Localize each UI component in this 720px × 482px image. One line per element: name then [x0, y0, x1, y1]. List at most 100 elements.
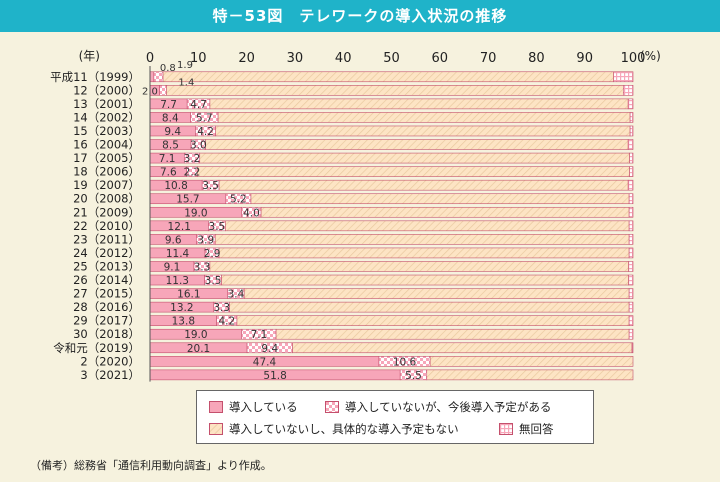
bar-segment-no-answer [629, 125, 634, 137]
x-tick-label: 60 [432, 51, 449, 66]
x-tick-label: 100 [621, 51, 646, 66]
legend-item-no-answer: 無回答 [499, 421, 554, 437]
legend-swatch-introduced [209, 401, 223, 413]
bar-segment-not-planned [260, 206, 630, 218]
data-label-introduced: 7.7 [160, 99, 177, 111]
y-category-label: 3（2021） [80, 368, 140, 382]
bar-segment-no-answer [628, 206, 634, 218]
data-label-planned: 2.2 [184, 167, 201, 179]
x-tick-label: 80 [528, 51, 545, 66]
bar-segment-not-planned [209, 98, 629, 110]
data-label-introduced: 9.6 [165, 234, 182, 246]
bar-segment-not-planned [199, 152, 630, 164]
x-tick-label: 10 [190, 51, 207, 66]
data-label-introduced: 8.5 [162, 140, 179, 152]
legend-label-not-planned: 導入していないし、具体的な導入予定もない [229, 422, 459, 436]
data-label-planned: 3.0 [190, 140, 207, 152]
chart-legend: 導入している 導入していないが、今後導入予定がある 導入していないし、具体的な導… [196, 390, 594, 444]
data-label-planned: 3.5 [202, 180, 219, 192]
y-category-label: 令和元（2019） [53, 341, 140, 355]
data-label-planned: 5.2 [230, 194, 247, 206]
data-label-planned: 3.9 [197, 234, 214, 246]
bar-segment-not-planned [429, 356, 634, 367]
data-label-planned: 3.2 [184, 153, 201, 165]
bar-segment-no-answer [628, 234, 634, 245]
y-category-label: 27（2015） [73, 287, 140, 301]
data-label-introduced: 20.1 [187, 343, 210, 355]
bar-segment-not-planned [215, 125, 631, 137]
data-label-introduced: 7.6 [160, 167, 177, 179]
data-label-introduced: 19.0 [184, 207, 207, 219]
data-label-introduced: 9.4 [164, 126, 181, 138]
legend-label-no-answer: 無回答 [519, 422, 554, 436]
bar-segment-not-planned [225, 220, 630, 232]
bar-segment-not-planned [275, 328, 630, 340]
y-category-label: 28（2016） [73, 300, 140, 314]
data-label-introduced: 11.4 [166, 248, 190, 260]
bar-segment-no-answer [629, 166, 634, 177]
bar-segment-no-answer [628, 288, 634, 299]
legend-swatch-not-planned [209, 423, 223, 435]
y-category-label: 13（2001） [73, 97, 140, 111]
bar-segment-not-planned [243, 288, 630, 299]
data-label-planned: 4.2 [218, 316, 235, 328]
bar-segment-introduced [149, 71, 155, 83]
legend-swatch-planned [325, 401, 339, 413]
bar-segment-not-planned [236, 315, 630, 326]
legend-item-planned: 導入していないが、今後導入予定がある [325, 399, 551, 415]
data-label-introduced: 16.1 [177, 289, 200, 301]
bar-segment-no-answer [629, 112, 634, 123]
data-label-planned: 3.3 [213, 302, 230, 314]
bar-segment-no-answer [628, 274, 634, 286]
bar-segment-no-answer [627, 98, 634, 110]
x-unit-label: (%) [640, 49, 661, 63]
data-label-planned: 5.5 [405, 370, 422, 382]
data-label-planned: 1.4 [178, 77, 194, 88]
data-label-introduced: 0.8 [160, 63, 176, 74]
y-category-label: 平成11（1999） [50, 70, 140, 84]
chart-title: 特－53図 テレワークの導入状況の推移 [0, 0, 720, 32]
y-category-label: 25（2013） [73, 259, 140, 273]
bar-segment-no-answer [629, 152, 634, 164]
data-label-planned: 3.5 [205, 275, 222, 287]
bar-segment-no-answer [613, 71, 634, 83]
legend-label-planned: 導入していないが、今後導入予定がある [345, 400, 552, 414]
bar-segment-no-answer [628, 301, 634, 313]
bar-segment-not-planned [214, 234, 630, 245]
y-category-label: 23（2011） [73, 232, 140, 246]
data-label-introduced: 10.8 [164, 180, 187, 192]
y-category-label: 15（2003） [73, 124, 140, 138]
y-category-label: 12（2000） [73, 83, 140, 97]
bar-segment-not-planned [209, 261, 629, 272]
data-label-planned: 4.2 [197, 126, 214, 138]
data-label-planned: 9.4 [261, 343, 278, 355]
data-label-planned: 1.9 [177, 60, 193, 71]
bar-segment-not-planned [250, 193, 630, 205]
source-note: （備考）総務省「通信利用動向調査」より作成。 [30, 459, 272, 472]
data-label-introduced: 15.7 [176, 194, 199, 206]
data-label-introduced: 19.0 [184, 329, 207, 341]
y-category-label: 24（2012） [73, 246, 140, 260]
stacked-bar-chart: 0.8 1.92.01.47.7 4.78.4 5.79.4 4.28.5 3.07.1 3… [50, 49, 661, 382]
data-label-planned: 3.3 [194, 261, 211, 273]
y-category-label: 26（2014） [73, 273, 140, 287]
data-label-planned: 7.1 [251, 329, 268, 341]
y-category-label: 17（2005） [73, 151, 140, 165]
y-category-label: 30（2018） [73, 327, 140, 341]
bar-segment-not-planned [217, 112, 631, 123]
bar-segment-no-answer [628, 247, 634, 259]
bar-segment-not-planned [218, 247, 630, 259]
data-label-planned: 2.9 [204, 248, 221, 260]
legend-item-introduced: 導入している [209, 399, 298, 415]
bar-segment-no-answer [631, 342, 634, 354]
bar-segment-not-planned [197, 166, 630, 177]
bar-segment-not-planned [426, 369, 634, 381]
bar-segment-not-planned [166, 85, 624, 96]
x-tick-label: 50 [383, 51, 400, 66]
bar-segment-no-answer [627, 139, 634, 150]
data-label-planned: 4.0 [243, 207, 260, 219]
data-label-planned: 3.5 [209, 221, 226, 233]
legend-swatch-no-answer [499, 423, 513, 435]
data-label-planned: 5.7 [196, 112, 213, 124]
y-category-label: 14（2002） [73, 110, 140, 124]
